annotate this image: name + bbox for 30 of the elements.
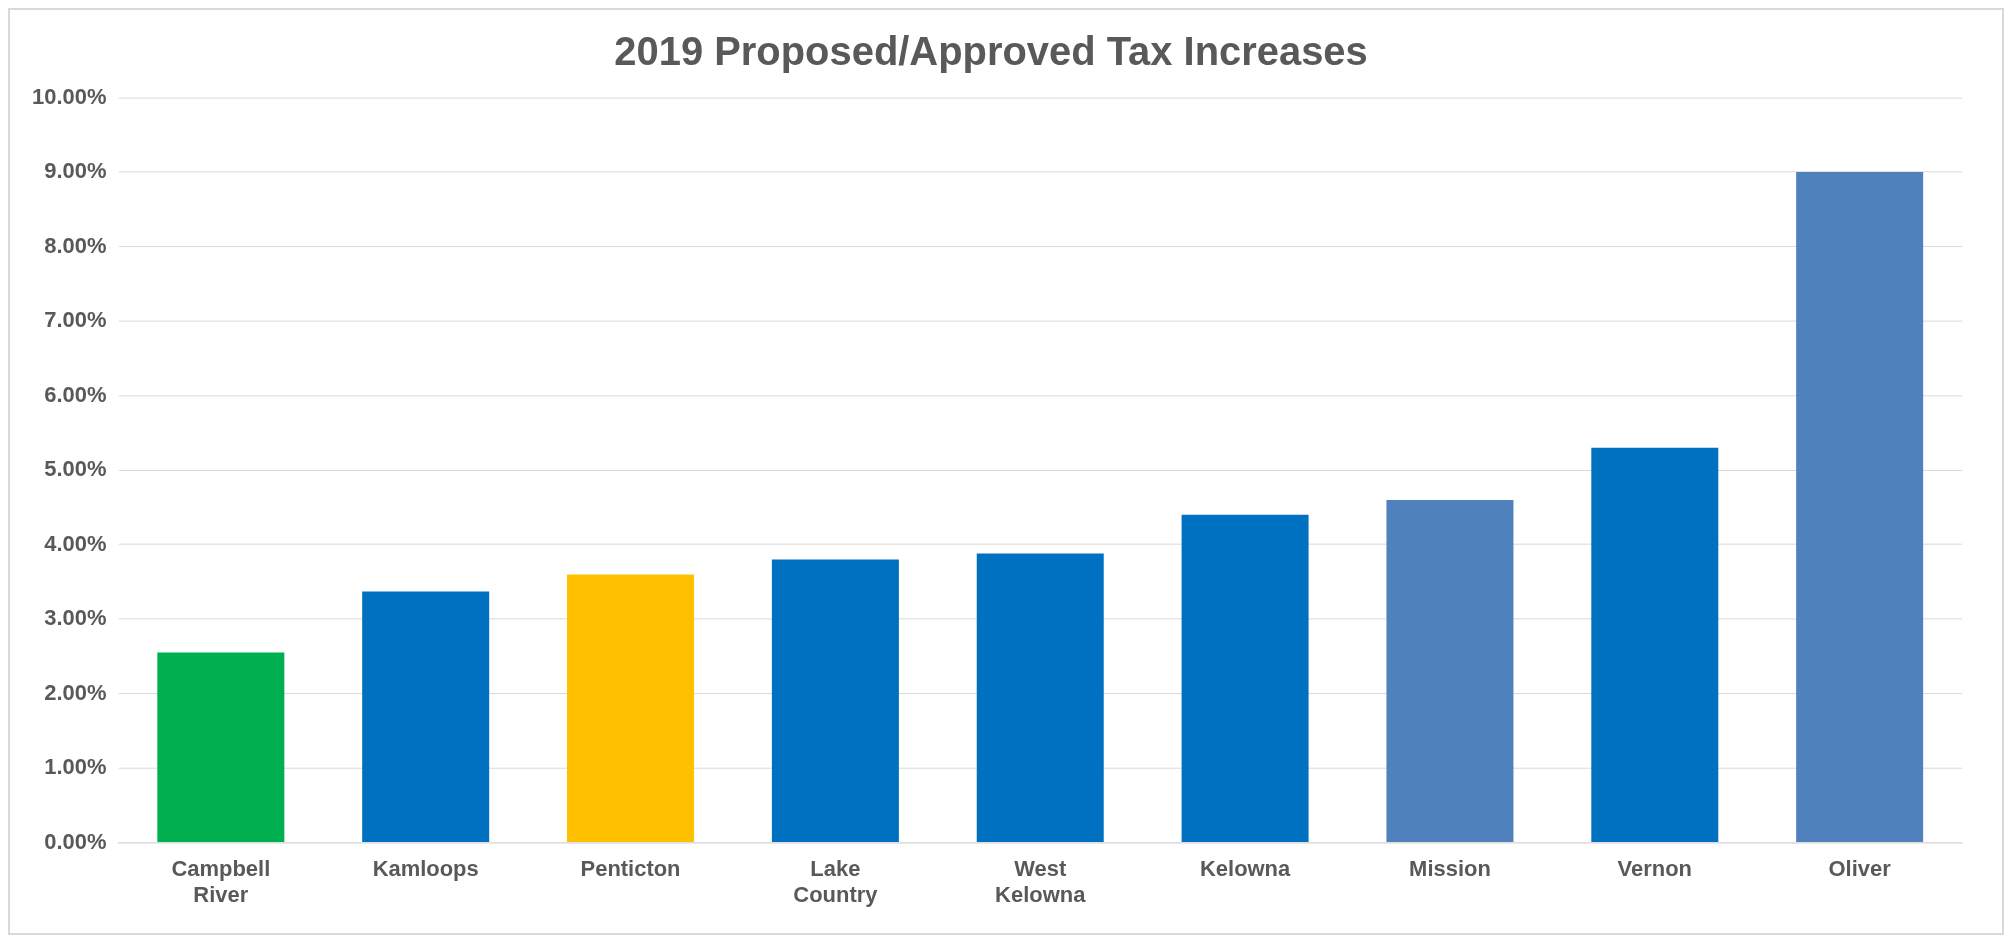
bar: [1796, 172, 1924, 843]
chart-title: 2019 Proposed/Approved Tax Increases: [614, 28, 1368, 73]
y-tick-label: 1.00%: [44, 754, 107, 780]
bar: [362, 591, 490, 843]
x-tick-label: Lake Country: [793, 855, 879, 907]
x-tick-label: Kelowna: [1199, 855, 1292, 881]
x-tick-label: Oliver: [1828, 855, 1892, 881]
y-tick-label: 10.00%: [31, 83, 107, 109]
x-tick-label: Kamloops: [372, 855, 479, 881]
y-tick-label: 4.00%: [44, 530, 107, 556]
y-tick-label: 8.00%: [44, 232, 107, 258]
bar: [157, 652, 285, 843]
x-tick-label: Penticton: [580, 855, 681, 881]
x-tick-label: Mission: [1409, 855, 1491, 881]
y-tick-label: 9.00%: [44, 158, 107, 184]
bar: [567, 574, 695, 843]
bar: [976, 553, 1104, 843]
bar: [1181, 514, 1309, 843]
bar: [1386, 499, 1514, 843]
y-tick-label: 6.00%: [44, 381, 107, 407]
x-tick-label: West Kelowna: [995, 855, 1087, 907]
y-tick-label: 5.00%: [44, 456, 107, 482]
bar: [771, 559, 899, 843]
x-tick-label: Campbell River: [171, 855, 271, 907]
x-tick-label: Vernon: [1617, 855, 1692, 881]
bar: [1591, 447, 1719, 843]
y-tick-label: 2.00%: [44, 679, 107, 705]
y-tick-label: 3.00%: [44, 605, 107, 631]
y-tick-label: 0.00%: [44, 828, 107, 854]
y-tick-label: 7.00%: [44, 307, 107, 333]
